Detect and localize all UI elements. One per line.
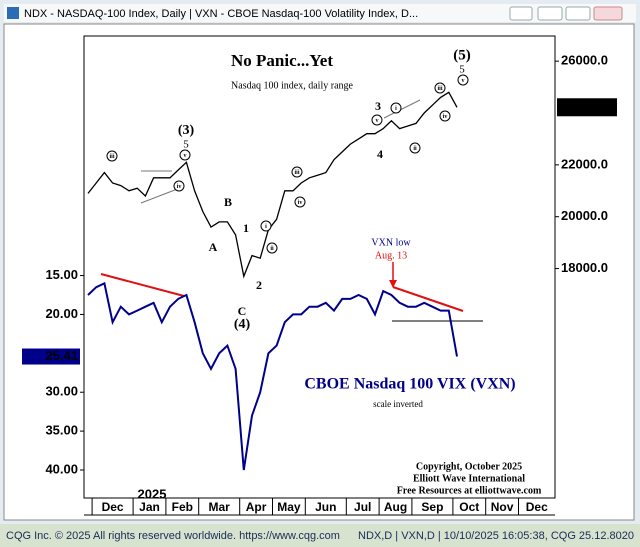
annotation: 2 bbox=[256, 278, 262, 292]
annotation: Free Resources at elliottwave.com bbox=[397, 485, 542, 496]
x-tick-label: Apr bbox=[246, 500, 267, 514]
wave-label: i bbox=[395, 106, 397, 112]
wave-circle bbox=[260, 220, 272, 232]
wave-circle bbox=[266, 242, 278, 254]
y-tick-label: 20000.0 bbox=[561, 208, 608, 223]
annotation: CBOE Nasdaq 100 VIX (VXN) bbox=[304, 376, 515, 393]
vxn-tag-label: 25.41 bbox=[45, 348, 78, 363]
link-button[interactable] bbox=[509, 6, 533, 21]
x-tick-label: Jun bbox=[315, 500, 336, 514]
annotation: 5 bbox=[183, 139, 189, 151]
y2-tick-label: 15.00 bbox=[45, 267, 78, 282]
annotation: (5) bbox=[453, 47, 471, 63]
annotation: (3) bbox=[178, 123, 195, 138]
wave-label: iv bbox=[177, 184, 182, 190]
annotation: VXN low bbox=[371, 237, 411, 248]
y-tick-label: 22000.0 bbox=[561, 156, 608, 171]
wave-label: i bbox=[265, 224, 267, 230]
annotation: B bbox=[224, 195, 232, 209]
wave-circle bbox=[409, 142, 421, 154]
divergence-line bbox=[392, 286, 464, 312]
wave-label: v bbox=[376, 118, 379, 124]
wave-label: iv bbox=[298, 200, 303, 206]
price-tag bbox=[557, 98, 617, 117]
wave-label: iii bbox=[109, 154, 114, 160]
wave-circle bbox=[179, 149, 191, 161]
y2-tick-label: 40.00 bbox=[45, 461, 78, 476]
wave-circle bbox=[371, 114, 383, 126]
annotation: (4) bbox=[234, 317, 251, 332]
trend-line bbox=[383, 99, 421, 119]
wave-label: ii bbox=[413, 146, 417, 152]
divergence-line bbox=[100, 273, 185, 297]
window-title: NDX - NASDAQ-100 Index, Daily | VXN - CB… bbox=[24, 8, 418, 20]
wave-circle bbox=[173, 180, 185, 192]
x-tick-label: Feb bbox=[172, 500, 193, 514]
wave-label: v bbox=[184, 153, 187, 159]
wave-label: iv bbox=[443, 114, 448, 120]
annotation: 4 bbox=[377, 147, 383, 161]
x-tick-label: Dec bbox=[102, 500, 124, 514]
wave-label: iii bbox=[294, 170, 299, 176]
maximize-button[interactable] bbox=[565, 6, 591, 21]
y2-tick-label: 30.00 bbox=[45, 384, 78, 399]
annotation: Copyright, October 2025 bbox=[416, 461, 522, 472]
wave-label: ii bbox=[270, 246, 274, 252]
y-tick-label: 26000.0 bbox=[561, 53, 608, 68]
y-tick-label: 18000.0 bbox=[561, 260, 608, 275]
wave-circle bbox=[106, 150, 118, 162]
footer-left: CQG Inc. © 2025 All rights reserved worl… bbox=[6, 530, 340, 542]
annotation: Nasdaq 100 index, daily range bbox=[231, 80, 353, 91]
y2-tick-label: 35.00 bbox=[45, 423, 78, 438]
annotation: Aug. 13 bbox=[375, 250, 407, 261]
annotation: 3 bbox=[375, 99, 381, 113]
wave-circle bbox=[294, 196, 306, 208]
vxn-tag bbox=[22, 348, 80, 365]
annotation: Elliott Wave International bbox=[413, 473, 525, 484]
vxn-line bbox=[87, 281, 458, 471]
wave-label: v bbox=[462, 78, 465, 84]
annotation: A bbox=[209, 240, 218, 254]
wave-label: iii bbox=[437, 86, 442, 92]
x-tick-label: Nov bbox=[491, 500, 514, 514]
status-bar bbox=[0, 524, 640, 547]
title-bar bbox=[4, 4, 636, 22]
plot-area bbox=[83, 35, 556, 499]
price-tag-label: 24221. bbox=[561, 99, 601, 114]
minimize-button[interactable] bbox=[537, 6, 563, 21]
x-tick-label: Jul bbox=[354, 500, 371, 514]
footer-right: NDX,D | VXN,D | 10/10/2025 16:05:38, CQG… bbox=[358, 530, 634, 542]
price-line bbox=[87, 91, 458, 279]
wave-circle bbox=[434, 82, 446, 94]
wave-circle bbox=[439, 110, 451, 122]
wave-circle bbox=[457, 74, 469, 86]
wave-circle bbox=[390, 102, 402, 114]
annotation: 5 bbox=[459, 64, 465, 76]
arrow-head bbox=[389, 280, 397, 288]
annotation: C bbox=[238, 304, 247, 318]
annotation: scale inverted bbox=[373, 399, 423, 409]
x-tick-label: Dec bbox=[526, 500, 548, 514]
x-tick-label: Jan bbox=[139, 500, 160, 514]
x-tick-label: May bbox=[277, 500, 301, 514]
wave-circle bbox=[291, 166, 303, 178]
x-tick-label: Mar bbox=[209, 500, 231, 514]
x-tick-label: Oct bbox=[459, 500, 479, 514]
annotation: 2025 bbox=[138, 486, 167, 501]
close-button[interactable] bbox=[593, 6, 623, 21]
x-tick-label: Sep bbox=[421, 500, 443, 514]
app-icon bbox=[7, 7, 19, 19]
x-tick-label: Aug bbox=[384, 500, 407, 514]
annotation: No Panic...Yet bbox=[231, 51, 333, 70]
y2-tick-label: 20.00 bbox=[45, 306, 78, 321]
annotation: 1 bbox=[243, 221, 249, 235]
trend-line bbox=[140, 187, 181, 204]
